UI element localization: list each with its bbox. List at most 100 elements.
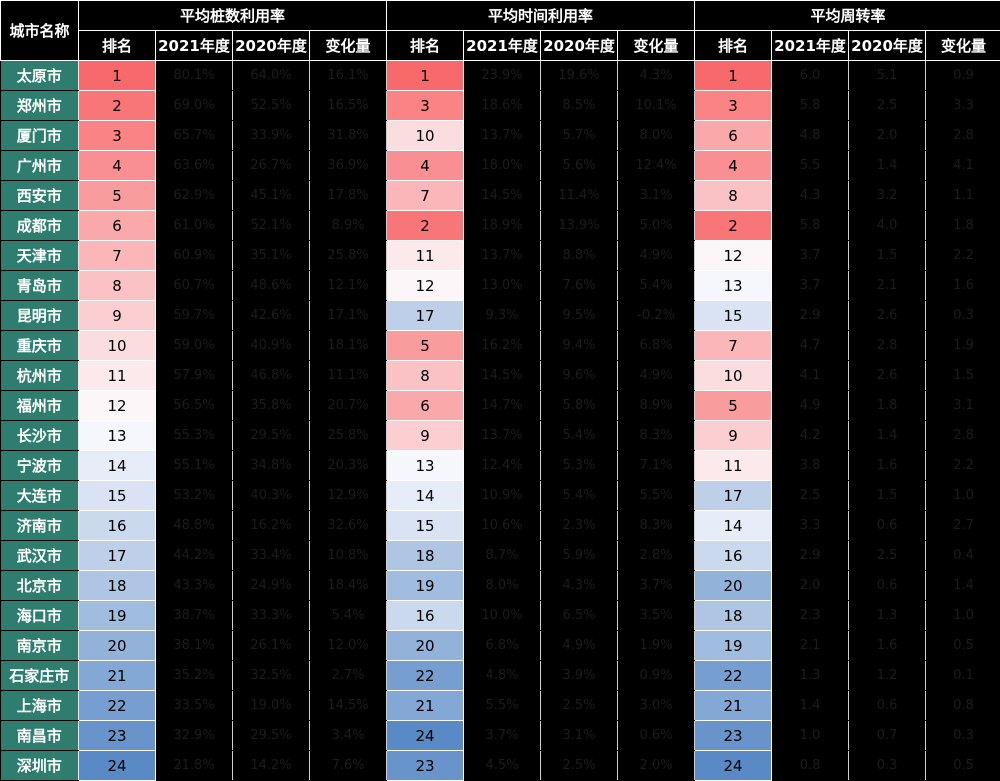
cell-time-change[interactable]: 3.0% (618, 691, 695, 721)
cell-time-2021[interactable]: 14.7% (464, 391, 541, 421)
header-turnover-change[interactable]: 变化量 (926, 31, 1000, 61)
cell-pile-rank[interactable]: 22 (79, 691, 156, 721)
cell-turnover-2020[interactable]: 0.6 (849, 691, 926, 721)
cell-turnover-2021[interactable]: 4.8 (772, 121, 849, 151)
cell-time-2020[interactable]: 2.5% (541, 691, 618, 721)
cell-turnover-2021[interactable]: 4.9 (772, 391, 849, 421)
cell-pile-rank[interactable]: 15 (79, 481, 156, 511)
cell-pile-2020[interactable]: 35.1% (233, 241, 310, 271)
cell-time-rank[interactable]: 5 (387, 331, 464, 361)
cell-pile-rank[interactable]: 8 (79, 271, 156, 301)
cell-time-2021[interactable]: 6.8% (464, 631, 541, 661)
cell-pile-rank[interactable]: 4 (79, 151, 156, 181)
cell-pile-2020[interactable]: 33.4% (233, 541, 310, 571)
cell-pile-change[interactable]: 11.1% (310, 361, 387, 391)
cell-pile-2021[interactable]: 38.7% (156, 601, 233, 631)
cell-pile-rank[interactable]: 12 (79, 391, 156, 421)
cell-pile-2021[interactable]: 32.9% (156, 721, 233, 751)
cell-pile-rank[interactable]: 21 (79, 661, 156, 691)
cell-pile-change[interactable]: 18.4% (310, 571, 387, 601)
header-pile-2021[interactable]: 2021年度 (156, 31, 233, 61)
cell-time-2021[interactable]: 12.4% (464, 451, 541, 481)
cell-pile-2021[interactable]: 53.2% (156, 481, 233, 511)
cell-turnover-2021[interactable]: 6.0 (772, 61, 849, 91)
cell-turnover-rank[interactable]: 4 (695, 151, 772, 181)
cell-turnover-2020[interactable]: 4.0 (849, 211, 926, 241)
cell-time-2021[interactable]: 8.7% (464, 541, 541, 571)
cell-turnover-rank[interactable]: 15 (695, 301, 772, 331)
cell-time-change[interactable]: 3.7% (618, 571, 695, 601)
cell-city-name[interactable]: 重庆市 (1, 331, 79, 361)
cell-turnover-change[interactable]: 1.0 (926, 481, 1000, 511)
cell-pile-2020[interactable]: 42.6% (233, 301, 310, 331)
cell-time-2020[interactable]: 8.8% (541, 241, 618, 271)
cell-pile-2020[interactable]: 52.1% (233, 211, 310, 241)
cell-city-name[interactable]: 石家庄市 (1, 661, 79, 691)
cell-city-name[interactable]: 昆明市 (1, 301, 79, 331)
cell-turnover-2020[interactable]: 0.3 (849, 751, 926, 781)
cell-time-rank[interactable]: 20 (387, 631, 464, 661)
cell-turnover-2020[interactable]: 1.3 (849, 601, 926, 631)
cell-pile-change[interactable]: 32.6% (310, 511, 387, 541)
cell-turnover-2020[interactable]: 5.1 (849, 61, 926, 91)
cell-pile-change[interactable]: 20.3% (310, 451, 387, 481)
cell-pile-2020[interactable]: 29.5% (233, 421, 310, 451)
cell-time-2020[interactable]: 2.5% (541, 751, 618, 781)
cell-time-2020[interactable]: 3.1% (541, 721, 618, 751)
cell-turnover-2021[interactable]: 3.3 (772, 511, 849, 541)
cell-turnover-2021[interactable]: 0.8 (772, 751, 849, 781)
cell-turnover-2020[interactable]: 1.2 (849, 661, 926, 691)
cell-turnover-change[interactable]: 0.4 (926, 541, 1000, 571)
cell-pile-2021[interactable]: 61.0% (156, 211, 233, 241)
cell-time-2020[interactable]: 3.9% (541, 661, 618, 691)
cell-city-name[interactable]: 海口市 (1, 601, 79, 631)
cell-city-name[interactable]: 大连市 (1, 481, 79, 511)
cell-turnover-2020[interactable]: 2.5 (849, 541, 926, 571)
cell-turnover-change[interactable]: 2.8 (926, 121, 1000, 151)
cell-time-rank[interactable]: 12 (387, 271, 464, 301)
cell-pile-rank[interactable]: 10 (79, 331, 156, 361)
cell-city-name[interactable]: 深圳市 (1, 751, 79, 781)
cell-pile-2021[interactable]: 57.9% (156, 361, 233, 391)
cell-time-rank[interactable]: 22 (387, 661, 464, 691)
header-time-2020[interactable]: 2020年度 (541, 31, 618, 61)
cell-turnover-2020[interactable]: 1.6 (849, 631, 926, 661)
cell-pile-change[interactable]: 14.5% (310, 691, 387, 721)
header-pile-2020[interactable]: 2020年度 (233, 31, 310, 61)
cell-city-name[interactable]: 上海市 (1, 691, 79, 721)
cell-turnover-2021[interactable]: 2.0 (772, 571, 849, 601)
cell-time-2020[interactable]: 2.3% (541, 511, 618, 541)
cell-turnover-rank[interactable]: 11 (695, 451, 772, 481)
cell-time-change[interactable]: 10.1% (618, 91, 695, 121)
cell-turnover-2020[interactable]: 1.5 (849, 241, 926, 271)
cell-turnover-change[interactable]: 1.5 (926, 361, 1000, 391)
cell-turnover-change[interactable]: 0.5 (926, 751, 1000, 781)
cell-pile-rank[interactable]: 18 (79, 571, 156, 601)
header-pile-change[interactable]: 变化量 (310, 31, 387, 61)
cell-time-2020[interactable]: 5.7% (541, 121, 618, 151)
header-time-2021[interactable]: 2021年度 (464, 31, 541, 61)
cell-pile-change[interactable]: 25.8% (310, 421, 387, 451)
header-time-rank[interactable]: 排名 (387, 31, 464, 61)
cell-pile-2020[interactable]: 26.7% (233, 151, 310, 181)
cell-time-2021[interactable]: 4.5% (464, 751, 541, 781)
cell-time-change[interactable]: 12.4% (618, 151, 695, 181)
cell-pile-2021[interactable]: 33.5% (156, 691, 233, 721)
cell-time-rank[interactable]: 16 (387, 601, 464, 631)
cell-time-2021[interactable]: 18.9% (464, 211, 541, 241)
cell-time-2021[interactable]: 18.6% (464, 91, 541, 121)
cell-pile-change[interactable]: 17.8% (310, 181, 387, 211)
cell-turnover-2021[interactable]: 1.4 (772, 691, 849, 721)
cell-city-name[interactable]: 南京市 (1, 631, 79, 661)
cell-time-rank[interactable]: 11 (387, 241, 464, 271)
cell-time-change[interactable]: 7.1% (618, 451, 695, 481)
cell-turnover-change[interactable]: 1.4 (926, 571, 1000, 601)
cell-turnover-change[interactable]: 1.1 (926, 181, 1000, 211)
cell-pile-change[interactable]: 20.7% (310, 391, 387, 421)
cell-pile-change[interactable]: 5.4% (310, 601, 387, 631)
cell-turnover-2020[interactable]: 0.6 (849, 571, 926, 601)
cell-time-2021[interactable]: 18.0% (464, 151, 541, 181)
cell-city-name[interactable]: 厦门市 (1, 121, 79, 151)
cell-pile-2021[interactable]: 59.0% (156, 331, 233, 361)
cell-time-2020[interactable]: 5.4% (541, 421, 618, 451)
